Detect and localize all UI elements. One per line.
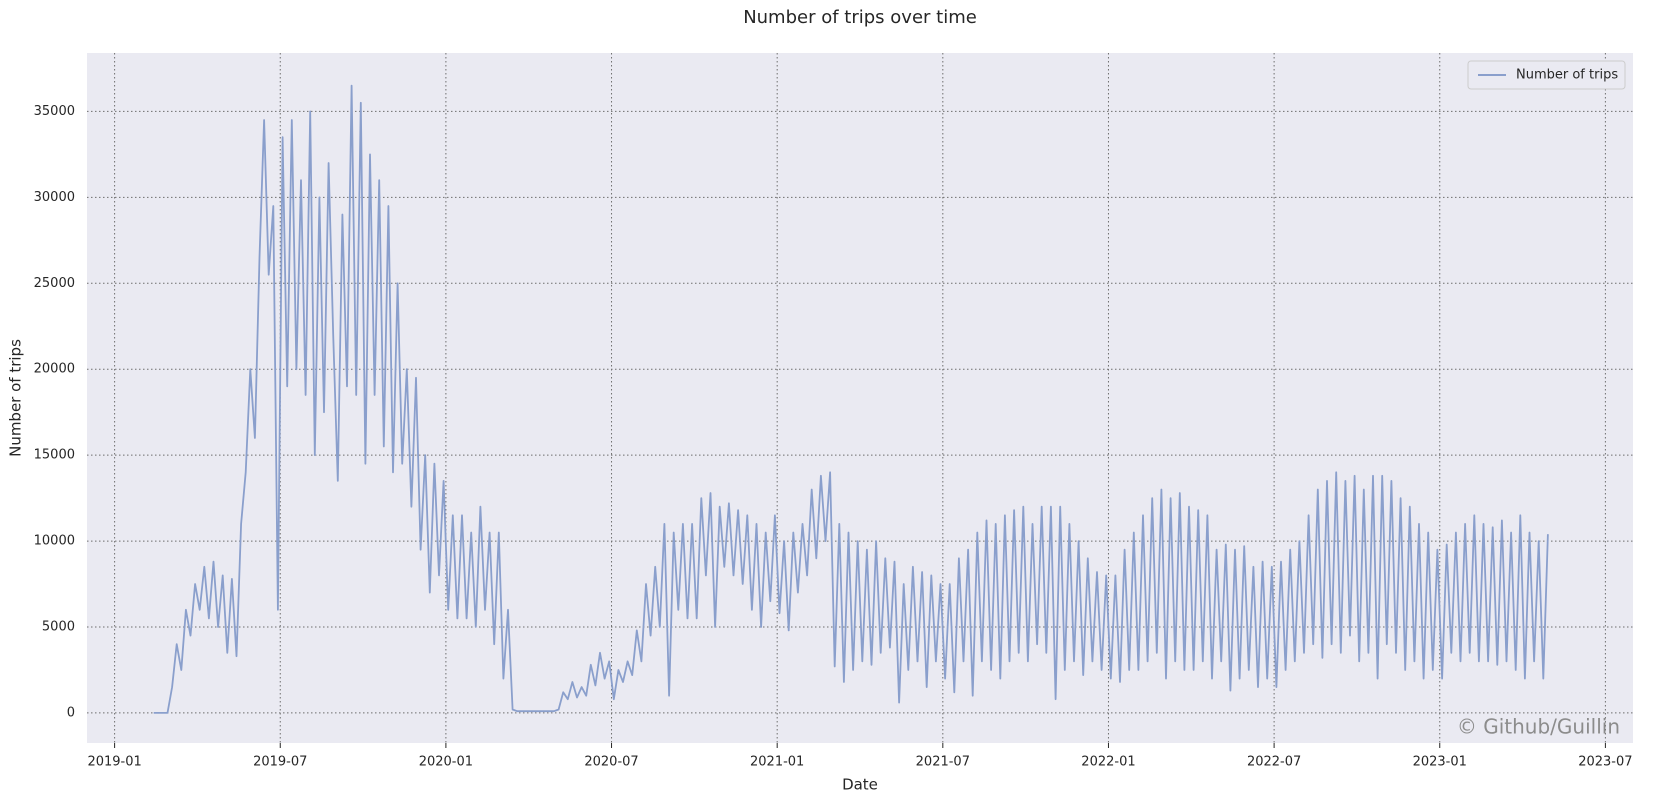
x-tick-label: 2019-01: [87, 755, 141, 770]
y-tick-label: 20000: [34, 362, 75, 377]
x-tick-label: 2022-07: [1247, 755, 1301, 770]
legend-label: Number of trips: [1516, 68, 1618, 83]
data-line: [153, 84, 1549, 714]
x-tick-label: 2019-07: [253, 755, 307, 770]
x-tick-label: 2020-07: [584, 755, 638, 770]
x-tick-label: 2021-01: [750, 755, 804, 770]
x-tick-label: 2023-01: [1413, 755, 1467, 770]
y-tick-label: 10000: [34, 534, 75, 549]
chart-title: Number of trips over time: [743, 7, 977, 28]
watermark: © Github/Guillin: [1457, 715, 1620, 739]
legend-box: [1467, 60, 1626, 90]
x-tick-label: 2021-07: [916, 755, 970, 770]
y-tick-label: 15000: [34, 448, 75, 463]
plot-area: [87, 53, 1633, 743]
y-tick-label: 35000: [34, 104, 75, 119]
x-tick-label: 2023-07: [1578, 755, 1632, 770]
x-axis-label: Date: [842, 776, 878, 794]
y-tick-label: 5000: [42, 619, 75, 634]
y-tick-label: 30000: [34, 190, 75, 205]
y-tick-label: 0: [67, 705, 75, 720]
y-tick-label: 25000: [34, 276, 75, 291]
x-tick-label: 2022-01: [1081, 755, 1135, 770]
x-tick-label: 2020-01: [419, 755, 473, 770]
y-axis-label: Number of trips: [7, 339, 25, 457]
